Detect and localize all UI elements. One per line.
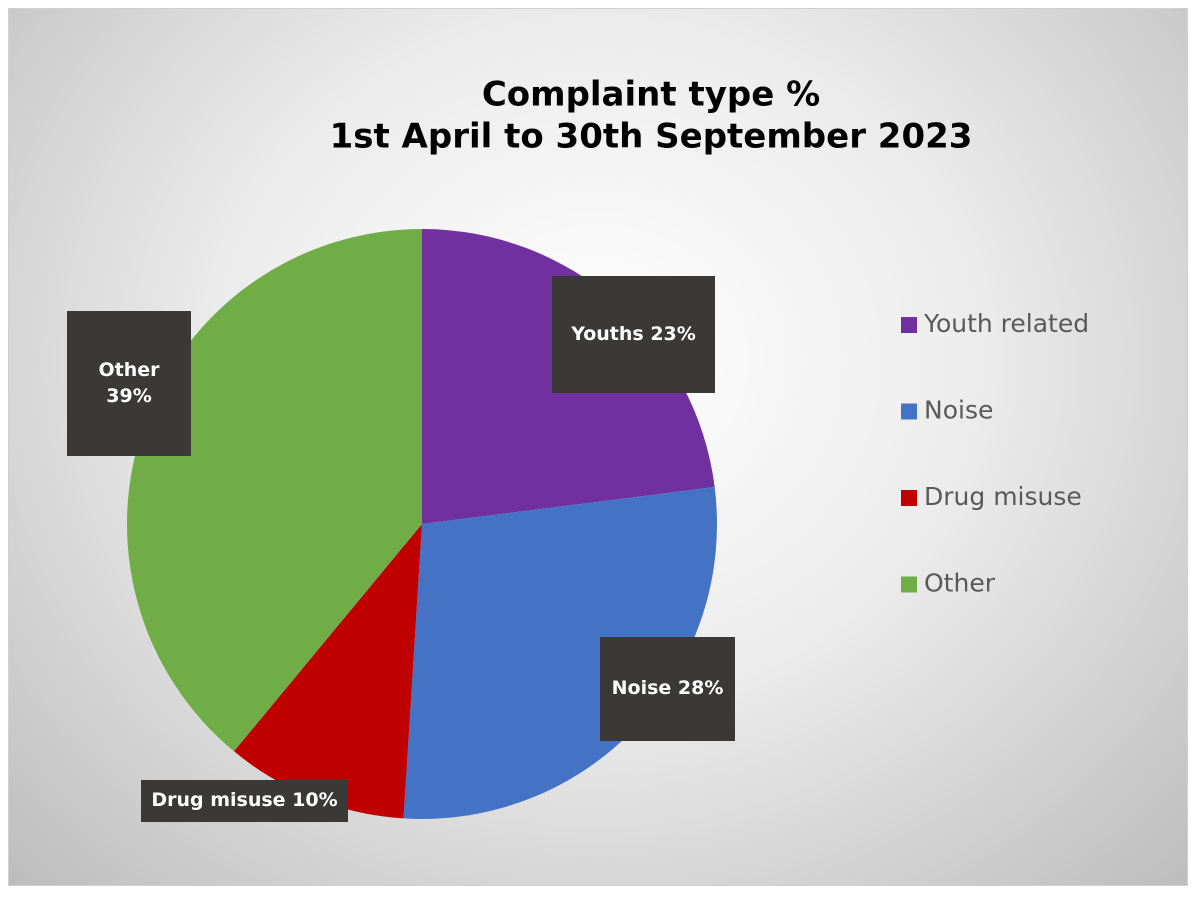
chart-area: Complaint type % 1st April to 30th Septe… [8,8,1188,886]
legend-swatch [901,403,917,420]
pie-slice [403,487,717,819]
pie-slice [127,229,422,752]
data-label: Youths 23% [552,276,715,393]
chart-subtitle: 1st April to 30th September 2023 [330,117,973,157]
legend-label: Drug misuse [924,482,1082,511]
legend-swatch [901,317,917,333]
data-label: Noise 28% [600,637,735,741]
legend-swatch [901,490,917,506]
legend-label: Other [924,569,996,598]
data-label: Drug misuse 10% [141,780,348,822]
legend-swatch [901,576,917,593]
legend-label: Youth related [923,309,1089,338]
chart-title: Complaint type % [482,75,820,115]
pie-slice [233,524,422,819]
data-label: Other 39% [67,311,191,456]
legend-label: Noise [924,396,993,425]
